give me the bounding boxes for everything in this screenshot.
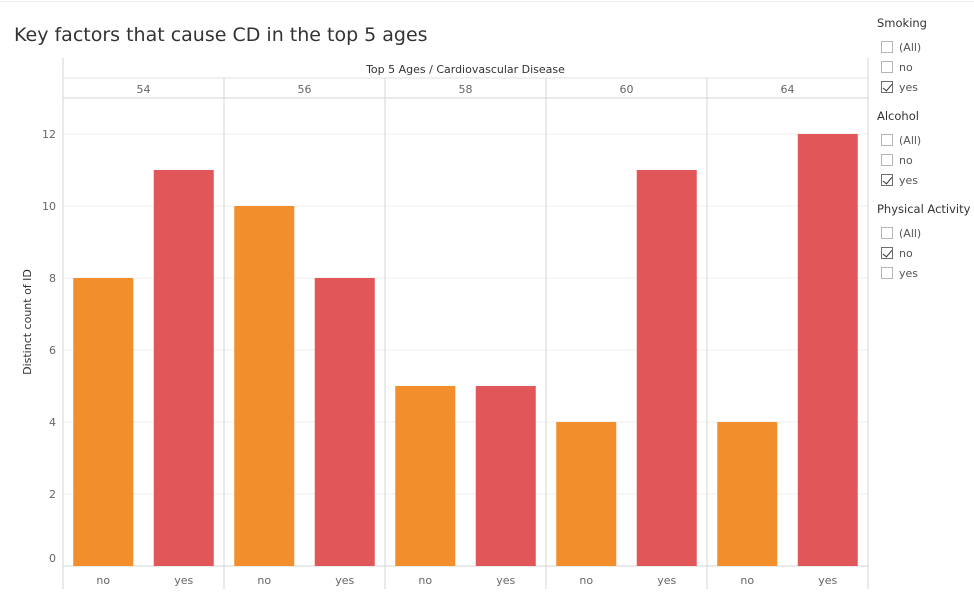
x-category-label: no xyxy=(740,574,754,587)
page-title: Key factors that cause CD in the top 5 a… xyxy=(14,24,428,46)
bar-64-no[interactable] xyxy=(717,422,778,566)
filter-alcohol: Alcohol (All) no yes xyxy=(877,109,974,190)
bar-58-no[interactable] xyxy=(395,386,456,566)
filter-option-smoking-yes[interactable]: yes xyxy=(877,77,974,97)
filter-option-alcohol-all[interactable]: (All) xyxy=(877,130,974,150)
bar-56-yes[interactable] xyxy=(314,278,375,566)
x-category-label: no xyxy=(418,574,432,587)
checkbox-unchecked[interactable] xyxy=(881,134,893,146)
filter-physical-activity: Physical Activity (All) no yes xyxy=(877,202,974,283)
filter-option-smoking-all[interactable]: (All) xyxy=(877,37,974,57)
checkbox-checked[interactable] xyxy=(881,247,893,259)
x-category-label: yes xyxy=(657,574,676,587)
filter-title: Smoking xyxy=(877,16,927,30)
filter-option-physical-activity-all[interactable]: (All) xyxy=(877,223,974,243)
filter-option-label: yes xyxy=(899,266,919,280)
filter-option-label: (All) xyxy=(899,40,922,54)
y-axis-label: Distinct count of ID xyxy=(21,269,34,375)
checkbox-unchecked[interactable] xyxy=(881,41,893,53)
checkbox-checked[interactable] xyxy=(881,174,893,186)
bar-56-no[interactable] xyxy=(234,206,295,566)
x-category-label: yes xyxy=(335,574,354,587)
group-label-56: 56 xyxy=(298,83,312,96)
bar-54-no[interactable] xyxy=(73,278,134,566)
x-category-label: no xyxy=(257,574,271,587)
filter-option-label: yes xyxy=(899,173,919,187)
filter-option-label: no xyxy=(899,246,913,260)
filter-smoking: Smoking (All) no yes xyxy=(877,16,974,97)
filter-option-label: no xyxy=(899,60,913,74)
y-tick-label: 8 xyxy=(49,272,56,285)
y-tick-label: 12 xyxy=(42,128,56,141)
filter-option-label: no xyxy=(899,153,913,167)
bar-54-yes[interactable] xyxy=(153,170,214,566)
checkbox-checked[interactable] xyxy=(881,81,893,93)
bar-60-yes[interactable] xyxy=(636,170,697,566)
group-label-64: 64 xyxy=(781,83,795,96)
bar-chart: Top 5 Ages / Cardiovascular Disease Disti… xyxy=(21,58,869,589)
bar-60-no[interactable] xyxy=(556,422,617,566)
filter-option-alcohol-yes[interactable]: yes xyxy=(877,170,974,190)
x-category-label: yes xyxy=(818,574,837,587)
filter-option-physical-activity-no[interactable]: no xyxy=(877,243,974,263)
x-category-label: no xyxy=(579,574,593,587)
group-label-58: 58 xyxy=(459,83,473,96)
filter-option-label: (All) xyxy=(899,133,922,147)
x-category-label: yes xyxy=(174,574,193,587)
checkbox-unchecked[interactable] xyxy=(881,227,893,239)
y-tick-label: 2 xyxy=(49,488,56,501)
group-label-54: 54 xyxy=(137,83,151,96)
filter-option-label: yes xyxy=(899,80,919,94)
checkbox-unchecked[interactable] xyxy=(881,154,893,166)
filter-option-physical-activity-yes[interactable]: yes xyxy=(877,263,974,283)
y-tick-label: 4 xyxy=(49,416,56,429)
y-tick-label: 10 xyxy=(42,200,56,213)
filter-option-alcohol-no[interactable]: no xyxy=(877,150,974,170)
filter-option-label: (All) xyxy=(899,226,922,240)
filter-title: Physical Activity xyxy=(877,202,971,216)
checkbox-unchecked[interactable] xyxy=(881,61,893,73)
filter-panel: Smoking (All) no yes Alcohol (All) no yes Physic… xyxy=(877,16,974,295)
header-label: Top 5 Ages / Cardiovascular Disease xyxy=(365,63,565,76)
x-category-label: yes xyxy=(496,574,515,587)
group-label-60: 60 xyxy=(620,83,634,96)
y-tick-label: 6 xyxy=(49,344,56,357)
x-category-label: no xyxy=(96,574,110,587)
checkbox-unchecked[interactable] xyxy=(881,267,893,279)
bar-58-yes[interactable] xyxy=(475,386,536,566)
bar-64-yes[interactable] xyxy=(797,134,858,566)
y-tick-label: 0 xyxy=(49,552,56,565)
top-divider xyxy=(0,1,974,2)
filter-option-smoking-no[interactable]: no xyxy=(877,57,974,77)
filter-title: Alcohol xyxy=(877,109,919,123)
